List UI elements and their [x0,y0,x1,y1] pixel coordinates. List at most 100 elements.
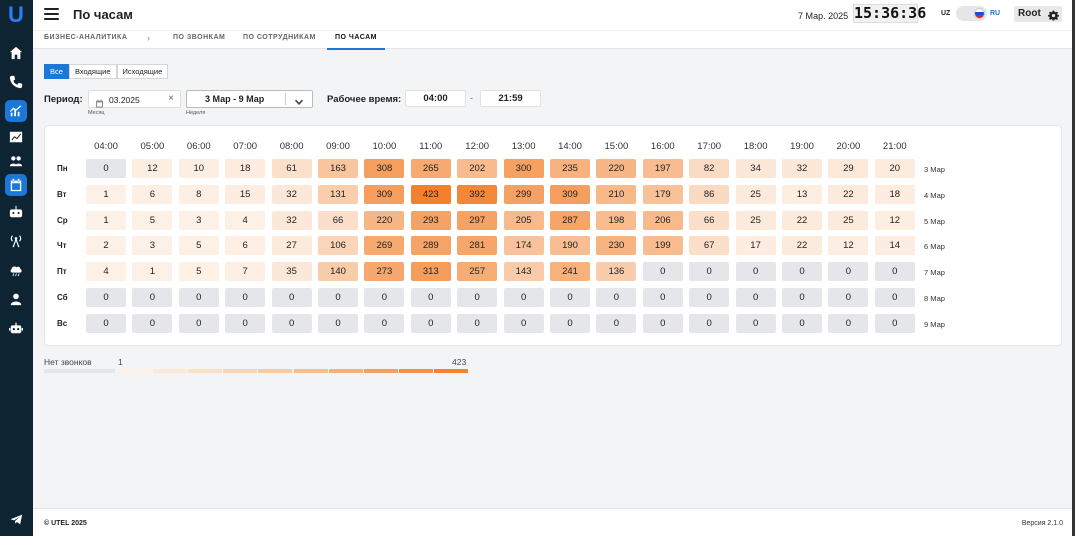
heatmap-cell[interactable]: 12 [132,159,173,178]
heatmap-cell[interactable]: 392 [457,184,498,204]
heatmap-cell[interactable]: 0 [271,288,312,307]
heatmap-cell[interactable]: 199 [642,236,683,256]
heatmap-cell[interactable]: 32 [271,184,312,204]
heatmap-cell[interactable]: 0 [596,313,637,333]
heatmap-cell[interactable]: 0 [457,288,498,307]
heatmap-cell[interactable]: 0 [689,313,730,333]
heatmap-cell[interactable]: 66 [689,210,730,230]
menu-icon[interactable] [44,8,59,20]
heatmap-cell[interactable]: 35 [271,262,312,282]
heatmap-cell[interactable]: 273 [364,262,405,282]
heatmap-cell[interactable]: 61 [271,159,312,178]
heatmap-cell[interactable]: 313 [410,262,451,282]
heatmap-cell[interactable]: 0 [550,288,590,307]
heatmap-cell[interactable]: 82 [689,159,730,178]
heatmap-cell[interactable]: 0 [86,159,126,178]
heatmap-cell[interactable]: 14 [874,236,915,256]
heatmap-cell[interactable]: 299 [503,184,544,204]
heatmap-cell[interactable]: 0 [642,262,683,282]
heatmap-cell[interactable]: 0 [86,313,126,333]
phone-icon[interactable] [5,71,27,93]
heatmap-cell[interactable]: 143 [503,262,544,282]
user-menu-button[interactable]: Root [1014,6,1062,22]
heatmap-cell[interactable]: 300 [503,159,544,178]
heatmap-cell[interactable]: 0 [503,313,544,333]
heatmap-cell[interactable]: 220 [596,159,637,178]
heatmap-cell[interactable]: 5 [132,210,173,230]
heatmap-cell[interactable]: 0 [271,313,312,333]
heatmap-cell[interactable]: 287 [550,210,590,230]
heatmap-cell[interactable]: 18 [225,159,266,178]
heatmap-cell[interactable]: 197 [642,159,683,178]
heatmap-cell[interactable]: 25 [735,210,776,230]
heatmap-cell[interactable]: 0 [782,288,822,307]
chart-icon[interactable] [5,126,27,148]
heatmap-cell[interactable]: 4 [225,210,266,230]
heatmap-cell[interactable]: 131 [318,184,358,204]
heatmap-cell[interactable]: 4 [86,262,126,282]
heatmap-cell[interactable]: 18 [874,184,915,204]
heatmap-cell[interactable]: 206 [642,210,683,230]
heatmap-cell[interactable]: 265 [410,159,451,178]
heatmap-cell[interactable]: 0 [410,313,451,333]
heatmap-cell[interactable]: 0 [735,262,776,282]
heatmap-cell[interactable]: 7 [225,262,266,282]
heatmap-cell[interactable]: 17 [735,236,776,256]
heatmap-cell[interactable]: 136 [596,262,637,282]
antenna-icon[interactable] [5,230,27,252]
heatmap-cell[interactable]: 0 [318,313,358,333]
heatmap-cell[interactable]: 0 [225,288,266,307]
heatmap-cell[interactable]: 0 [410,288,451,307]
heatmap-cell[interactable]: 27 [271,236,312,256]
heatmap-cell[interactable]: 0 [735,313,776,333]
heatmap-cell[interactable]: 0 [874,262,915,282]
tab-by-hours[interactable]: ПО ЧАСАМ [327,34,385,50]
heatmap-cell[interactable]: 0 [178,313,219,333]
heatmap-cell[interactable]: 0 [735,288,776,307]
heatmap-cell[interactable]: 205 [503,210,544,230]
heatmap-cell[interactable]: 210 [596,184,637,204]
heatmap-cell[interactable]: 281 [457,236,498,256]
heatmap-cell[interactable]: 0 [828,288,869,307]
heatmap-cell[interactable]: 66 [318,210,358,230]
heatmap-cell[interactable]: 297 [457,210,498,230]
heatmap-cell[interactable]: 5 [178,262,219,282]
heatmap-cell[interactable]: 230 [596,236,637,256]
heatmap-cell[interactable]: 0 [642,288,683,307]
heatmap-cell[interactable]: 13 [782,184,822,204]
heatmap-cell[interactable]: 309 [550,184,590,204]
heatmap-cell[interactable]: 67 [689,236,730,256]
team-icon[interactable] [5,150,27,172]
heatmap-cell[interactable]: 0 [782,262,822,282]
heatmap-cell[interactable]: 3 [178,210,219,230]
heatmap-cell[interactable]: 0 [132,288,173,307]
heatmap-cell[interactable]: 6 [225,236,266,256]
heatmap-cell[interactable]: 106 [318,236,358,256]
heatmap-cell[interactable]: 5 [178,236,219,256]
work-time-to-input[interactable]: 21:59 [480,90,541,107]
tab-by-employees[interactable]: ПО СОТРУДНИКАМ [243,34,316,41]
heatmap-cell[interactable]: 202 [457,159,498,178]
heatmap-cell[interactable]: 241 [550,262,590,282]
heatmap-cell[interactable]: 0 [550,313,590,333]
heatmap-cell[interactable]: 0 [178,288,219,307]
week-select[interactable]: 3 Мар - 9 Мар [186,90,313,108]
heatmap-cell[interactable]: 25 [735,184,776,204]
heatmap-cell[interactable]: 29 [828,159,869,178]
heatmap-cell[interactable]: 179 [642,184,683,204]
heatmap-cell[interactable]: 140 [318,262,358,282]
heatmap-cell[interactable]: 0 [828,313,869,333]
heatmap-cell[interactable]: 0 [689,262,730,282]
telegram-icon[interactable] [5,508,27,530]
heatmap-cell[interactable]: 15 [225,184,266,204]
heatmap-cell[interactable]: 10 [178,159,219,178]
bot-icon[interactable] [5,317,27,339]
heatmap-cell[interactable]: 257 [457,262,498,282]
heatmap-cell[interactable]: 423 [410,184,451,204]
robot-icon[interactable] [5,201,27,223]
heatmap-cell[interactable]: 0 [689,288,730,307]
heatmap-cell[interactable]: 22 [828,184,869,204]
heatmap-cell[interactable]: 0 [457,313,498,333]
cloud-icon[interactable] [5,259,27,281]
filter-outgoing-button[interactable]: Исходящие [116,64,169,79]
